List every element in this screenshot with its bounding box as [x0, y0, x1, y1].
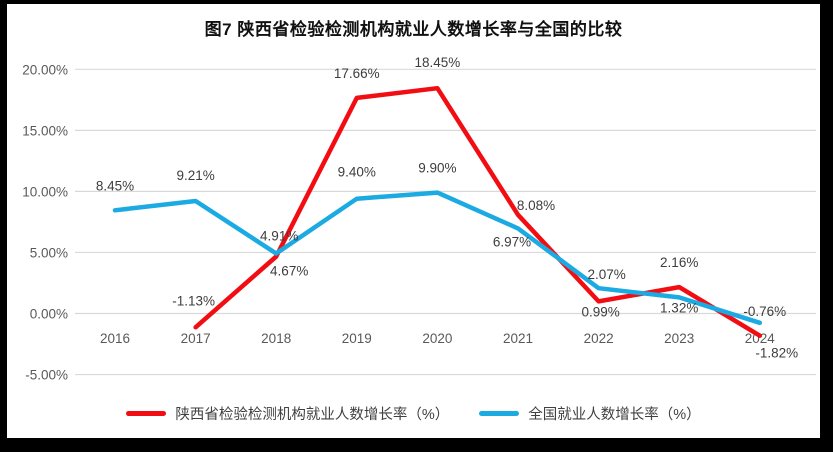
- data-label: 4.67%: [270, 264, 308, 279]
- x-category-label: 2024: [745, 331, 776, 346]
- x-category-label: 2022: [584, 331, 614, 346]
- data-label: 4.91%: [260, 229, 298, 244]
- data-label: 9.21%: [176, 168, 214, 183]
- data-label: 2.07%: [587, 267, 625, 282]
- figure-background: [7, 4, 820, 438]
- chart-title: 图7 陕西省检验检测机构就业人数增长率与全国的比较: [204, 20, 623, 39]
- data-label: 2.16%: [660, 255, 698, 270]
- y-tick-label: 10.00%: [22, 184, 68, 199]
- gridlines: [75, 68, 816, 376]
- data-label: 9.40%: [338, 165, 376, 180]
- data-label: 8.45%: [96, 178, 134, 193]
- data-label: 17.66%: [334, 66, 380, 81]
- x-category-label: 2020: [422, 331, 452, 346]
- data-label: 0.99%: [581, 304, 619, 319]
- data-label: 1.32%: [660, 300, 698, 315]
- series-line-0: [193, 85, 763, 338]
- y-axis-tick-labels: 20.00% 15.00% 10.00% 5.00% 0.00% -5.00%: [22, 62, 68, 382]
- legend-swatch-national: [479, 411, 520, 416]
- data-label: -0.76%: [743, 304, 786, 319]
- legend-label-shaanxi: 陕西省检验检测机构就业人数增长率（%）: [175, 407, 450, 423]
- y-tick-label: 20.00%: [22, 62, 68, 77]
- x-axis-category-labels: 2016 2017 2018 2019 2020 2021 2022 2023 2024: [100, 331, 775, 346]
- x-category-label: 2017: [181, 331, 211, 346]
- data-label: 18.45%: [415, 55, 461, 70]
- y-tick-label: 5.00%: [30, 245, 68, 260]
- legend-item-national: 全国就业人数增长率（%）: [479, 403, 701, 424]
- x-category-label: 2019: [342, 331, 372, 346]
- legend-item-shaanxi: 陕西省检验检测机构就业人数增长率（%）: [126, 403, 449, 424]
- chart-legend: 陕西省检验检测机构就业人数增长率（%） 全国就业人数增长率（%）: [7, 403, 820, 424]
- data-label: 9.90%: [418, 161, 456, 176]
- legend-swatch-shaanxi: [126, 411, 167, 416]
- data-labels: -1.13% 4.67% 17.66% 18.45% 8.08% 0.99% 2.16% -1…: [96, 55, 798, 361]
- series-lines: [112, 85, 763, 338]
- x-category-label: 2021: [503, 331, 533, 346]
- data-label: 6.97%: [493, 234, 531, 249]
- series-line-1: [112, 190, 763, 326]
- y-tick-label: 15.00%: [22, 123, 68, 138]
- y-tick-label: 0.00%: [30, 307, 68, 322]
- x-category-label: 2018: [261, 331, 291, 346]
- x-category-label: 2023: [664, 331, 694, 346]
- y-tick-label: -5.00%: [25, 368, 68, 383]
- data-label: 8.08%: [517, 198, 555, 213]
- legend-label-national: 全国就业人数增长率（%）: [528, 407, 701, 423]
- data-label: -1.13%: [172, 293, 215, 308]
- x-category-label: 2016: [100, 331, 130, 346]
- data-label: -1.82%: [755, 346, 798, 361]
